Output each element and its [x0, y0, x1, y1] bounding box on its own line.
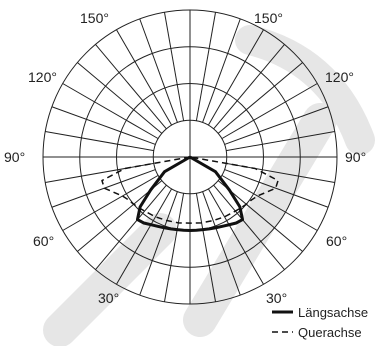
grid-spoke-110	[224, 106, 329, 145]
angle-label-6: 60°	[33, 233, 54, 249]
angle-label-5: 90°	[345, 149, 366, 165]
grid-spoke-150	[207, 29, 264, 126]
polar-grid	[42, 9, 338, 305]
grid-spoke-260	[45, 130, 154, 152]
grid-spoke-20	[202, 191, 241, 296]
legend-label-laengsachse: Längsachse	[298, 305, 368, 320]
grid-spoke-140	[213, 44, 285, 130]
angle-labels: 150° 150° 120° 120° 90° 90° 60° 60° 30° 30°	[4, 10, 366, 306]
grid-spoke-40	[213, 184, 285, 270]
angle-label-3: 120°	[325, 69, 354, 85]
grid-spoke-100	[226, 130, 335, 152]
grid-spoke-160	[202, 18, 241, 123]
angle-label-7: 60°	[326, 233, 347, 249]
legend: Längsachse Querachse	[272, 305, 368, 340]
grid-spoke-190	[163, 12, 185, 121]
angle-label-4: 90°	[4, 149, 25, 165]
grid-spoke-210	[116, 29, 173, 126]
grid-spoke-330	[116, 188, 173, 285]
grid-spoke-70	[224, 169, 329, 208]
grid-spoke-120	[221, 83, 318, 140]
grid-spoke-290	[51, 169, 156, 208]
grid-spoke-200	[139, 18, 178, 123]
grid-spoke-170	[195, 12, 217, 121]
angle-label-1: 150°	[254, 10, 283, 26]
angle-label-8: 30°	[98, 290, 119, 306]
grid-spoke-60	[221, 174, 318, 231]
angle-label-2: 120°	[28, 69, 57, 85]
angle-label-0: 150°	[80, 10, 109, 26]
grid-spoke-320	[95, 184, 167, 270]
watermark	[43, 25, 375, 346]
grid-spoke-30	[207, 188, 264, 285]
legend-label-querachse: Querachse	[298, 325, 362, 340]
series-line-laengsachse	[135, 155, 245, 232]
grid-spoke-350	[163, 193, 185, 302]
grid-spoke-300	[62, 174, 159, 231]
grid-spoke-340	[139, 191, 178, 296]
grid-spoke-10	[195, 193, 217, 302]
grid-spoke-230	[77, 62, 163, 134]
angle-label-9: 30°	[266, 290, 287, 306]
grid-spoke-130	[217, 62, 303, 134]
grid-spoke-220	[95, 44, 167, 130]
series-group	[101, 155, 279, 232]
series-line-querachse	[101, 156, 279, 224]
grid-spoke-240	[62, 83, 159, 140]
grid-spoke-250	[51, 106, 156, 145]
